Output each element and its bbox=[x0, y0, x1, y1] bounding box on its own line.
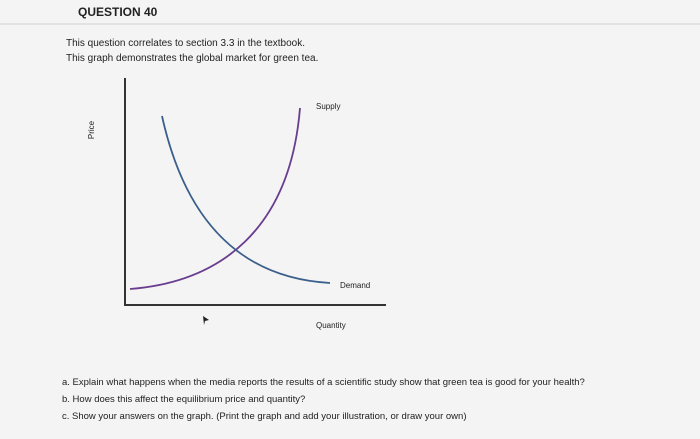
graph: Price Supply Demand Quantity bbox=[87, 78, 386, 330]
supply-curve bbox=[129, 107, 301, 290]
cursor bbox=[203, 316, 209, 325]
demand-curve bbox=[161, 115, 331, 284]
intro-line: This graph demonstrates the global marke… bbox=[66, 53, 318, 64]
y-axis-label: Price bbox=[87, 120, 96, 139]
demand-label: Demand bbox=[340, 281, 370, 290]
question-item: b. How does this affect the equilibrium … bbox=[62, 394, 305, 405]
x-axis-label: Quantity bbox=[316, 321, 346, 330]
intro-line: This question correlates to section 3.3 … bbox=[66, 38, 305, 49]
question-item: a. Explain what happens when the media r… bbox=[62, 377, 585, 388]
question-item: c. Show your answers on the graph. (Prin… bbox=[62, 411, 467, 422]
supply-label: Supply bbox=[316, 102, 340, 111]
question-title: QUESTION 40 bbox=[78, 5, 158, 19]
